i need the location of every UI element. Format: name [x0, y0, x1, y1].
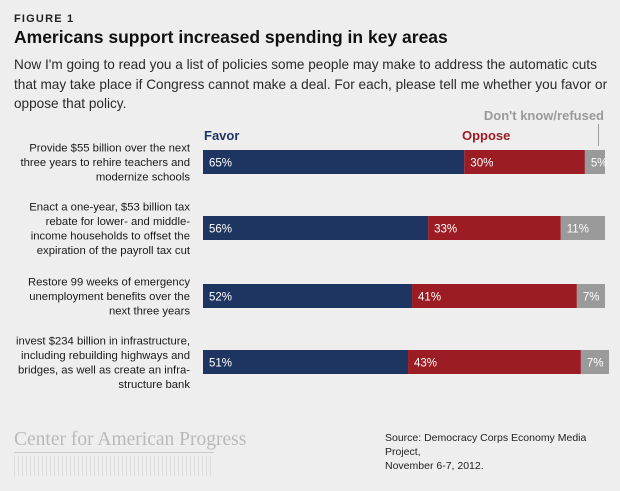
source-line-2: November 6-7, 2012. [385, 460, 484, 472]
data-label-oppose: 33% [434, 224, 457, 236]
category-label: Restore 99 weeks of emergency unemploymen… [28, 277, 190, 318]
cap-logo: Center for American Progress [14, 429, 247, 450]
data-label-dont-know: 11% [567, 224, 589, 236]
bar-oppose [464, 150, 585, 174]
bar-dont-know [580, 350, 610, 374]
bar-oppose [408, 350, 581, 374]
figure-label: FIGURE 1 [14, 13, 75, 25]
logo-pattern [14, 456, 214, 476]
bar-dont-know [576, 284, 605, 308]
bar-favor [203, 350, 409, 374]
chart-subtitle: Now I'm going to read you a list of poli… [14, 57, 608, 111]
category-label: Provide $55 billion over the next three y… [20, 143, 190, 184]
chart-title: Americans support increased spending in … [14, 27, 448, 47]
data-label-dont-know: 7% [587, 358, 604, 370]
data-label-favor: 56% [209, 224, 232, 236]
logo-rule [14, 452, 214, 453]
data-label-oppose: 43% [414, 358, 437, 370]
bar-favor [203, 284, 413, 308]
bar-oppose [428, 216, 561, 240]
legend-dont-know: Don't know/refused [483, 108, 604, 123]
data-label-favor: 65% [209, 158, 232, 170]
data-label-oppose: 30% [470, 158, 493, 170]
source-note: Source: Democracy Corps Economy Media Pr… [385, 431, 610, 473]
bar-oppose [412, 284, 577, 308]
source-line-1: Source: Democracy Corps Economy Media Pr… [385, 432, 587, 458]
legend-favor: Favor [204, 128, 240, 143]
data-label-favor: 52% [209, 292, 232, 304]
bar-favor [203, 150, 465, 174]
legend-dont-know-leader [598, 124, 599, 146]
data-label-dont-know: 7% [583, 292, 600, 304]
data-label-favor: 51% [209, 358, 232, 370]
data-label-dont-know: 5% [591, 158, 608, 170]
bar-favor [203, 216, 429, 240]
bar-dont-know [560, 216, 605, 240]
data-label-oppose: 41% [418, 292, 441, 304]
bar-dont-know [584, 150, 605, 174]
category-label: invest $234 billion in infrastructure, in… [16, 335, 190, 391]
legend-oppose: Oppose [462, 128, 511, 143]
category-label: Enact a one-year, $53 billion tax rebate … [29, 201, 191, 257]
